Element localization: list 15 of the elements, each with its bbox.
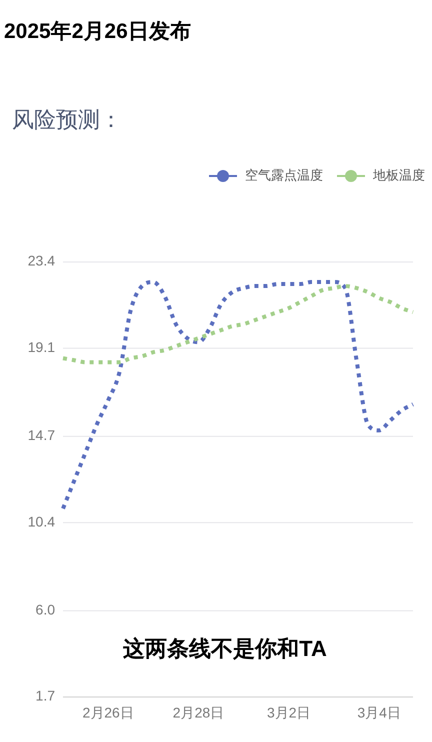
y-tick-label: 1.7	[36, 688, 56, 704]
y-tick-label: 14.7	[28, 427, 56, 444]
x-tick-label: 3月2日	[267, 704, 311, 721]
y-tick-label: 6.0	[36, 602, 56, 618]
y-tick-label: 23.4	[28, 252, 56, 269]
chart-title: 2025年2月26日发布	[4, 20, 191, 43]
legend-label: 空气露点温度	[245, 167, 323, 182]
y-tick-label: 19.1	[28, 338, 56, 355]
chart-subtitle: 风险预测：	[12, 107, 122, 132]
legend-label: 地板温度	[372, 167, 425, 182]
x-tick-label: 2月26日	[82, 704, 134, 721]
annotation: 这两条线不是你和TA	[123, 636, 327, 661]
x-tick-label: 2月28日	[172, 704, 224, 721]
y-tick-label: 10.4	[28, 513, 56, 530]
x-tick-label: 3月4日	[357, 704, 401, 721]
